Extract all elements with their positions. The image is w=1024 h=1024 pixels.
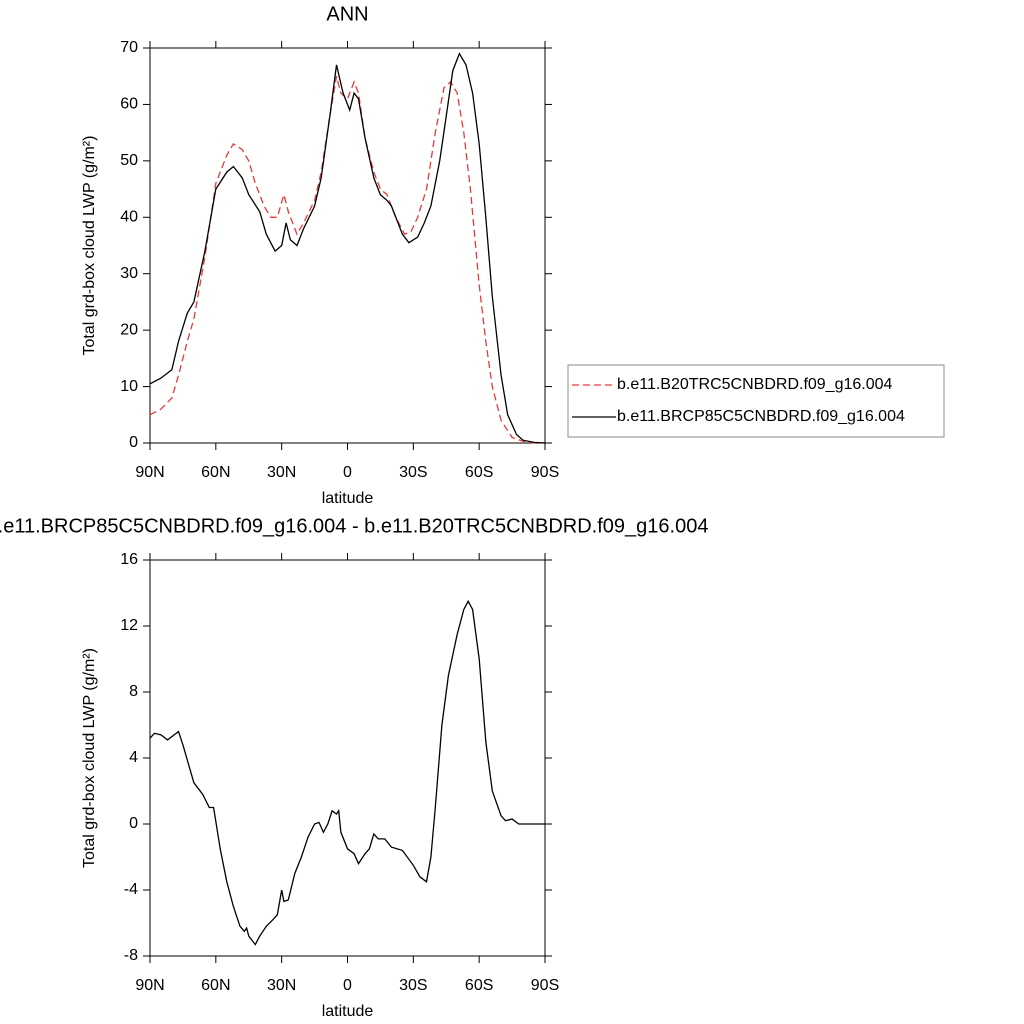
plot-frame xyxy=(149,47,546,444)
x-tick-label: 90N xyxy=(135,464,164,481)
y-tick-label: 20 xyxy=(120,321,138,338)
y-tick-label: 30 xyxy=(120,265,138,282)
x-tick-label: 90N xyxy=(135,977,164,994)
y-tick-label: 40 xyxy=(120,209,138,226)
y-tick-label: 4 xyxy=(129,749,138,766)
y-tick-label: 8 xyxy=(129,683,138,700)
y-tick-label: 70 xyxy=(120,39,138,56)
x-tick-label: 30N xyxy=(267,464,296,481)
y-tick-label: 50 xyxy=(120,152,138,169)
data-line xyxy=(149,599,545,946)
x-tick-label: 0 xyxy=(343,977,352,994)
x-axis-label: latitude xyxy=(322,1003,374,1020)
y-tick-label: 10 xyxy=(120,378,138,395)
x-axis-label: latitude xyxy=(322,490,374,507)
legend-label: b.e11.BRCP85C5CNBDRD.f09_g16.004 xyxy=(617,408,905,425)
y-tick-label: 0 xyxy=(129,434,138,451)
y-axis-label: Total grd-box cloud LWP (g/m²) xyxy=(81,136,98,356)
plot-frame xyxy=(149,559,546,957)
x-tick-label: 30S xyxy=(399,977,427,994)
x-tick-label: 0 xyxy=(343,464,352,481)
chart-title: b.e11.BRCP85C5CNBDRD.f09_g16.004 - b.e11… xyxy=(0,515,708,537)
x-tick-label: 90S xyxy=(531,977,559,994)
legend-label: b.e11.B20TRC5CNBDRD.f09_g16.004 xyxy=(617,376,893,393)
y-axis-label: Total grd-box cloud LWP (g/m²) xyxy=(81,648,98,868)
y-tick-label: 60 xyxy=(120,96,138,113)
y-tick-label: 12 xyxy=(120,617,138,634)
x-tick-label: 30N xyxy=(267,977,296,994)
x-tick-label: 60S xyxy=(465,977,493,994)
data-line xyxy=(149,52,546,444)
y-tick-label: -4 xyxy=(124,881,138,898)
x-tick-label: 60N xyxy=(201,464,230,481)
legend-box xyxy=(567,364,945,438)
x-tick-label: 90S xyxy=(531,464,559,481)
x-tick-label: 30S xyxy=(399,464,427,481)
y-tick-label: 16 xyxy=(120,551,138,568)
x-tick-label: 60S xyxy=(465,464,493,481)
data-line xyxy=(149,76,545,444)
y-tick-label: -8 xyxy=(124,947,138,964)
x-tick-label: 60N xyxy=(201,977,230,994)
chart-title: ANN xyxy=(326,3,368,25)
y-tick-label: 0 xyxy=(129,815,138,832)
